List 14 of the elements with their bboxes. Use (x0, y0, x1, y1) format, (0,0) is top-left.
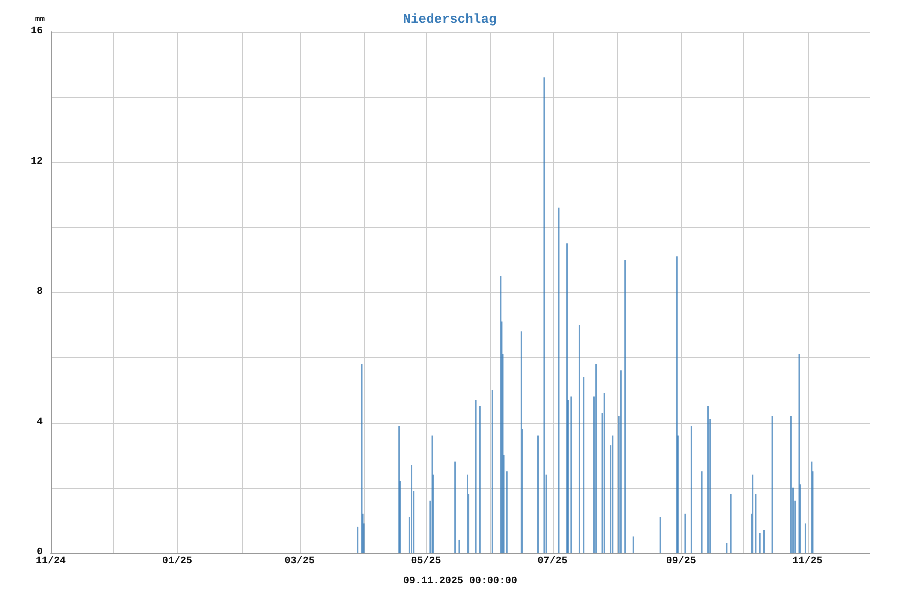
y-tick-label: 4 (36, 417, 43, 428)
x-tick-label: 05/25 (411, 556, 442, 568)
x-tick-label: 07/25 (538, 556, 568, 568)
x-tick-label: 09/25 (666, 556, 696, 568)
y-tick-label: 16 (30, 26, 43, 38)
y-tick-label: 12 (30, 156, 43, 168)
x-axis-title: 09.11.2025 00:00:00 (403, 576, 518, 588)
y-axis-title: mm (35, 16, 46, 24)
x-tick-label: 11/25 (792, 556, 823, 568)
chart-title: Niederschlag (403, 12, 497, 27)
x-tick-label: 01/25 (162, 556, 192, 568)
x-tick-label: 03/25 (284, 556, 315, 568)
x-tick-label: 11/24 (36, 556, 66, 568)
y-tick-label: 8 (36, 287, 43, 298)
